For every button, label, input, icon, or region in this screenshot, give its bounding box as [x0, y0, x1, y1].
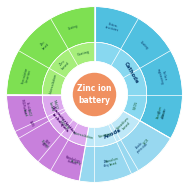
Wedge shape	[79, 121, 171, 182]
Text: V2O5: V2O5	[133, 101, 139, 111]
Text: TEM
SEM: TEM SEM	[40, 139, 50, 149]
Text: V2O5: V2O5	[143, 137, 150, 146]
Text: Intercalation
/insertion: Intercalation /insertion	[21, 67, 33, 86]
Text: Intercalation: Intercalation	[49, 73, 58, 94]
Wedge shape	[42, 42, 147, 147]
Text: Zinc ion
battery: Zinc ion battery	[77, 84, 112, 105]
Text: Ex-situ
XRD/Raman: Ex-situ XRD/Raman	[20, 98, 31, 115]
Text: Vanadium
based: Vanadium based	[116, 116, 133, 133]
Wedge shape	[7, 7, 182, 182]
Text: Vanadium
based: Vanadium based	[105, 156, 120, 168]
Text: Coating: Coating	[77, 50, 90, 57]
Text: Anode
protection: Anode protection	[133, 139, 149, 154]
Text: Coating: Coating	[139, 40, 149, 50]
Text: Zinc
alloy: Zinc alloy	[103, 159, 111, 168]
Text: Vacancy: Vacancy	[98, 132, 113, 139]
Text: Coating: Coating	[67, 24, 78, 31]
Text: Doping: Doping	[59, 119, 70, 130]
Text: Zinc
based: Zinc based	[39, 39, 51, 51]
Text: Anode: Anode	[103, 127, 122, 139]
Wedge shape	[94, 7, 182, 138]
Text: Surface
engineering: Surface engineering	[156, 67, 168, 85]
Text: Vanadium
bronze: Vanadium bronze	[156, 105, 168, 120]
Text: XAFS: XAFS	[28, 120, 34, 128]
Text: Vacancy: Vacancy	[70, 159, 82, 166]
Text: 3D
collector: 3D collector	[157, 106, 168, 119]
Wedge shape	[85, 111, 140, 147]
Text: Morphology
charact.: Morphology charact.	[64, 155, 82, 167]
Text: Intercalation: Intercalation	[73, 131, 94, 140]
Text: MnO2
based: MnO2 based	[48, 100, 59, 112]
Text: Characterization
techniques: Characterization techniques	[47, 105, 77, 139]
Wedge shape	[94, 42, 147, 121]
Text: Hetero-
structures: Hetero- structures	[105, 21, 120, 33]
Wedge shape	[42, 94, 89, 146]
Text: Cathode: Cathode	[123, 61, 140, 85]
Wedge shape	[7, 94, 85, 181]
Circle shape	[73, 73, 116, 116]
Text: MnO2
based: MnO2 based	[22, 108, 32, 118]
Text: Doping: Doping	[40, 139, 50, 149]
Text: Zinc
based: Zinc based	[58, 58, 71, 71]
